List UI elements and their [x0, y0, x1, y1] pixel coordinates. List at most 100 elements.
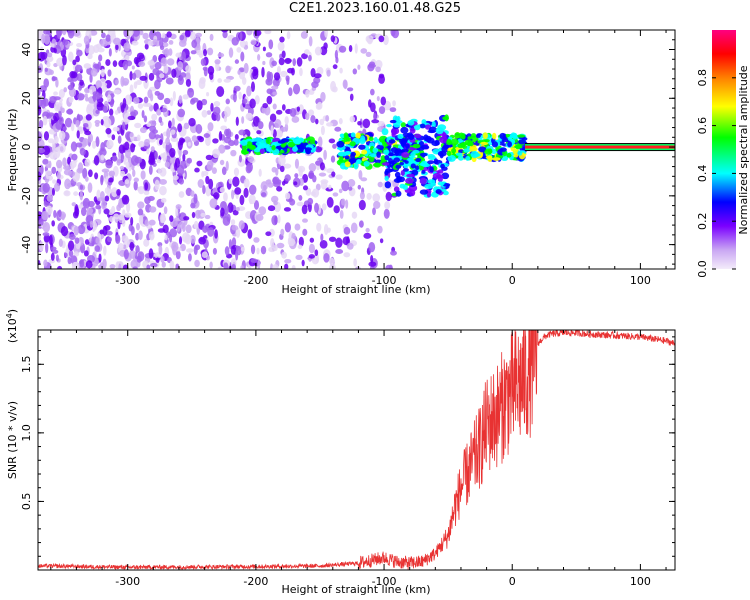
noise-speckle	[38, 148, 46, 154]
noise-speckle	[248, 194, 256, 205]
noise-speckle	[305, 112, 310, 121]
noise-speckle	[272, 91, 278, 96]
noise-speckle	[362, 118, 371, 129]
signal-blob	[492, 157, 501, 161]
noise-speckle	[248, 184, 257, 195]
noise-speckle	[87, 53, 93, 60]
noise-speckle	[115, 44, 119, 51]
noise-speckle	[314, 146, 323, 153]
signal-blob	[394, 171, 401, 179]
noise-speckle	[54, 135, 59, 144]
noise-speckle	[390, 30, 396, 37]
noise-speckle	[187, 88, 194, 93]
noise-speckle	[116, 234, 120, 242]
noise-speckle	[276, 242, 285, 249]
carrier-line	[525, 145, 675, 149]
noise-speckle	[328, 184, 332, 190]
noise-speckle	[159, 179, 168, 185]
noise-speckle	[73, 251, 80, 257]
noise-speckle	[240, 51, 245, 62]
x-tick-label: -300	[115, 274, 140, 287]
noise-speckle	[302, 218, 308, 223]
noise-speckle	[53, 96, 61, 101]
signal-blob	[441, 188, 447, 193]
noise-speckle	[160, 255, 165, 263]
noise-speckle	[178, 178, 185, 185]
noise-speckle	[370, 102, 376, 113]
y-tick-label: 1.5	[20, 356, 33, 374]
noise-speckle	[49, 151, 58, 160]
colorbar	[712, 30, 736, 269]
noise-speckle	[373, 113, 377, 121]
signal-blob	[372, 162, 381, 167]
noise-speckle	[137, 208, 144, 216]
signal-blob	[444, 114, 449, 122]
noise-speckle	[87, 133, 94, 143]
noise-speckle	[365, 227, 370, 233]
heatmap-x-label: Height of straight line (km)	[281, 283, 430, 296]
noise-speckle	[126, 201, 131, 213]
noise-speckle	[73, 225, 79, 236]
noise-speckle	[123, 157, 127, 165]
noise-speckle	[109, 215, 114, 223]
signal-blob	[351, 157, 357, 163]
noise-speckle	[46, 194, 53, 202]
noise-speckle	[107, 69, 112, 77]
signal-blob	[454, 132, 461, 139]
noise-speckle	[273, 200, 278, 206]
noise-speckle	[138, 214, 144, 225]
noise-speckle	[346, 242, 354, 250]
noise-speckle	[187, 141, 191, 147]
signal-blob	[359, 137, 366, 145]
noise-speckle	[315, 103, 322, 110]
signal-blob	[395, 164, 402, 169]
noise-speckle	[148, 72, 155, 81]
noise-speckle	[270, 237, 275, 249]
signal-blob	[410, 163, 416, 169]
noise-speckle	[217, 78, 223, 84]
noise-speckle	[143, 238, 150, 247]
noise-speckle	[79, 184, 84, 190]
noise-speckle	[159, 185, 167, 196]
noise-speckle	[232, 209, 239, 216]
noise-speckle	[75, 142, 83, 148]
noise-speckle	[299, 67, 303, 77]
colorbar-tick-label: 0.8	[696, 69, 709, 87]
noise-speckle	[148, 231, 155, 241]
noise-speckle	[294, 223, 301, 231]
noise-speckle	[218, 131, 223, 141]
noise-speckle	[105, 59, 111, 67]
noise-speckle	[111, 134, 116, 141]
noise-speckle	[296, 57, 303, 67]
noise-speckle	[129, 132, 134, 138]
noise-speckle	[212, 247, 217, 255]
noise-speckle	[124, 94, 133, 105]
noise-speckle	[45, 55, 54, 63]
noise-speckle	[301, 259, 305, 267]
signal-blob	[419, 177, 427, 185]
noise-speckle	[266, 70, 272, 81]
noise-speckle	[40, 51, 48, 60]
signal-blob	[380, 155, 386, 161]
noise-speckle	[86, 221, 90, 227]
signal-blob	[339, 155, 344, 162]
signal-blob	[427, 160, 435, 165]
noise-speckle	[48, 234, 53, 246]
noise-speckle	[245, 164, 252, 174]
noise-speckle	[161, 107, 168, 113]
noise-speckle	[343, 226, 351, 235]
noise-speckle	[194, 209, 202, 219]
noise-speckle	[268, 246, 276, 253]
noise-speckle	[260, 181, 268, 191]
signal-blob	[420, 144, 430, 150]
noise-speckle	[130, 155, 139, 166]
noise-speckle	[260, 245, 267, 255]
noise-speckle	[38, 119, 44, 129]
noise-speckle	[125, 161, 130, 170]
noise-speckle	[231, 263, 236, 269]
noise-speckle	[84, 239, 90, 245]
noise-speckle	[238, 220, 245, 230]
noise-speckle	[158, 116, 163, 123]
snr-axes: -300 -200 -100 0 100 0.5 1.0 1.5	[20, 330, 675, 588]
noise-speckle	[213, 101, 221, 107]
